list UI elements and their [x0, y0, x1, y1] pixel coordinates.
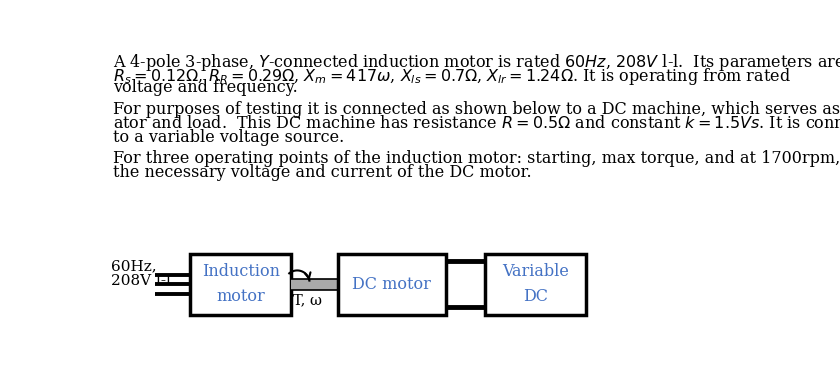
Text: For three operating points of the induction motor: starting, max torque, and at : For three operating points of the induct… [113, 150, 840, 167]
Bar [291, 279, 338, 290]
Text: A 4-pole 3-phase, $Y$-connected induction motor is rated $60Hz$, $208V$ l-l.  It: A 4-pole 3-phase, $Y$-connected inductio… [113, 52, 840, 73]
Text: ator and load.  This DC machine has resistance $R = 0.5\Omega$ and constant $k =: ator and load. This DC machine has resis… [113, 115, 840, 132]
Text: Variable
DC: Variable DC [501, 263, 569, 305]
Text: T, ω: T, ω [292, 293, 322, 307]
Text: Induction
motor: Induction motor [202, 263, 280, 305]
Bar [190, 253, 291, 315]
Bar [485, 253, 585, 315]
Text: voltage and frequency.: voltage and frequency. [113, 79, 297, 97]
Text: to a variable voltage source.: to a variable voltage source. [113, 129, 344, 146]
Text: $R_s = 0.12\Omega$, $R_R = 0.29\Omega$, $X_m = 417\omega$, $X_{ls} = 0.7\Omega$,: $R_s = 0.12\Omega$, $R_R = 0.29\Omega$, … [113, 66, 790, 87]
Bar [338, 253, 446, 315]
Text: 60Hz,: 60Hz, [111, 260, 157, 274]
Text: the necessary voltage and current of the DC motor.: the necessary voltage and current of the… [113, 164, 532, 181]
Text: DC motor: DC motor [352, 276, 431, 293]
Text: For purposes of testing it is connected as shown below to a DC machine, which se: For purposes of testing it is connected … [113, 101, 840, 118]
Text: 208V l-l: 208V l-l [111, 274, 171, 288]
